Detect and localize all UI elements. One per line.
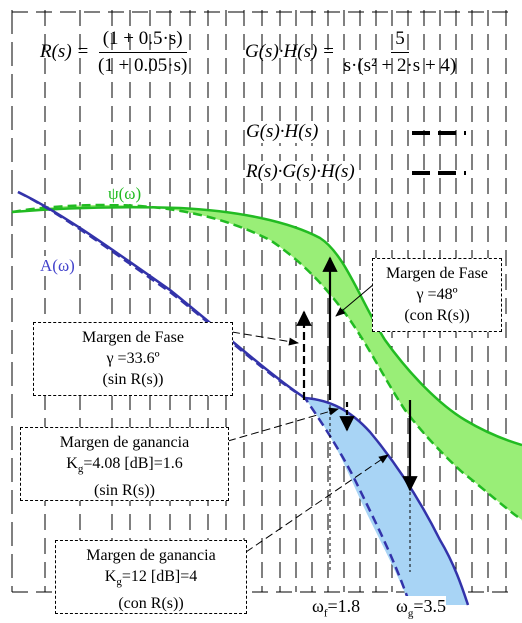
leader-phase-with: [335, 283, 375, 317]
magnitude-curve-label: A(ω): [40, 256, 75, 276]
legend-label-gh: G(s)·H(s): [246, 121, 319, 143]
compensator-numerator: (1 + 0.5·s): [98, 28, 187, 53]
open-loop-equation: G(s)·H(s) = 5 s·(s² + 2·s + 4): [245, 28, 460, 77]
phase-margin-with-note: (con R(s)): [404, 307, 470, 324]
phase-curve-without-compensator: [11, 203, 522, 522]
magnitude-curve-with-compensator: [17, 190, 470, 606]
open-loop-numerator: 5: [391, 28, 409, 53]
compensator-fraction: (1 + 0.5·s) (1 + 0.05·s): [94, 28, 191, 77]
gain-margin-with-note: (con R(s)): [118, 595, 184, 613]
phase-margin-with-box: Margen de Fase γ =48º (con R(s)): [372, 258, 502, 332]
compensator-denominator: (1 + 0.05·s): [97, 55, 188, 76]
open-loop-denominator: s·(s² + 2·s + 4): [343, 55, 457, 76]
leader-gain-without: [227, 407, 339, 442]
gain-margin-with-box: Margen de ganancia Kg=12 [dB]=4 (con R(s…: [55, 540, 247, 614]
phase-margin-with-value: γ =48º: [416, 286, 458, 303]
phase-margin-without-title: Margen de Fase: [82, 329, 184, 346]
gain-margin-without-value-line: Kg=4.08 [dB]=1.6: [66, 455, 183, 476]
open-loop-fraction: 5 s·(s² + 2·s + 4): [340, 28, 461, 77]
leader-phase-without: [231, 331, 299, 346]
gain-margin-without-box: Margen de ganancia Kg=4.08 [dB]=1.6 (sin…: [20, 427, 229, 501]
phase-margin-with-title: Margen de Fase: [386, 265, 488, 282]
omega-f-label: ωf=1.8: [312, 596, 361, 620]
phase-curve-with-compensator: [11, 205, 522, 447]
phase-margin-without-value: γ =33.6º: [106, 350, 160, 367]
phase-margin-without-box: Margen de Fase γ =33.6º (sin R(s)): [33, 322, 233, 396]
phase-margin-without-note: (sin R(s)): [102, 371, 164, 388]
leader-gain-with: [245, 454, 389, 553]
legend-label-rgh: R(s)·G(s)·H(s): [246, 161, 355, 183]
phase-curve-label: ψ(ω): [108, 184, 142, 204]
magnitude-curve-without-compensator: [17, 190, 412, 606]
open-loop-lhs: G(s)·H(s) =: [245, 40, 335, 62]
gain-margin-with-value-line: Kg=12 [dB]=4: [104, 568, 198, 589]
omega-g-label: ωg=3.5: [396, 596, 447, 620]
compensator-lhs: R(s) =: [40, 40, 90, 62]
gain-margin-without-title: Margen de ganancia: [59, 434, 190, 451]
compensator-equation: R(s) = (1 + 0.5·s) (1 + 0.05·s): [40, 28, 191, 77]
gain-margin-fill: [305, 398, 468, 605]
gain-margin-with-title: Margen de ganancia: [86, 547, 216, 564]
gain-margin-without-note: (sin R(s)): [94, 482, 155, 500]
